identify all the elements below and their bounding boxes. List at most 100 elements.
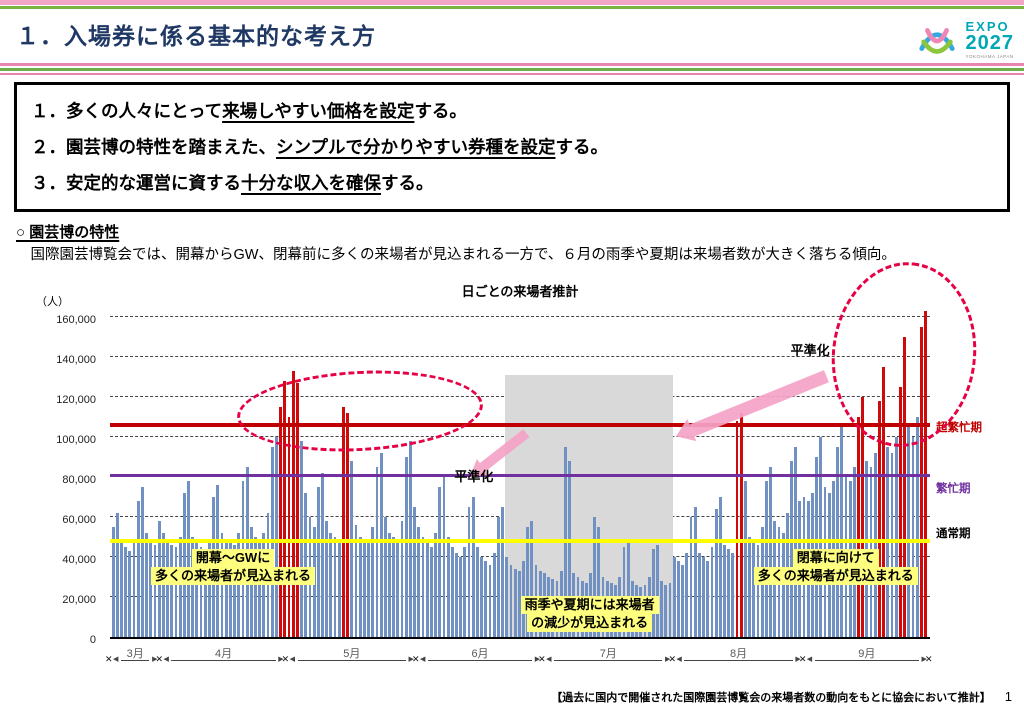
- day-bar: [626, 540, 630, 637]
- day-bar: [681, 564, 684, 637]
- month-label: 8月: [730, 647, 748, 660]
- principle-1-suffix: する。: [414, 101, 467, 121]
- day-bar: [693, 506, 697, 637]
- day-bar: [530, 520, 534, 637]
- day-bar: [316, 486, 320, 637]
- day-bar: [128, 550, 132, 637]
- day-bar: [417, 526, 421, 637]
- day-bar: [651, 548, 655, 637]
- principle-1-key: 来場しやすい価格を設定: [222, 101, 415, 121]
- month-range-arrow: [676, 655, 801, 663]
- day-bar: [915, 416, 919, 637]
- closing-peak-note-line2: 多くの来場者が見込まれる: [753, 566, 918, 585]
- expo-flower-logo-icon: [918, 28, 955, 54]
- y-axis-tick-label: 140,000: [56, 353, 96, 366]
- axis-boundary-mark: ✕: [798, 653, 807, 664]
- day-bar: [275, 436, 278, 637]
- rainy-season-note-line2: の減少が見込まれる: [527, 613, 653, 632]
- day-bar: [321, 472, 324, 637]
- day-bar: [748, 536, 751, 637]
- day-bar: [660, 580, 664, 637]
- day-bar: [509, 564, 513, 637]
- day-bar: [145, 532, 148, 637]
- y-axis-tick-label: 120,000: [56, 393, 96, 406]
- logo-expo: EXPO: [965, 19, 1010, 35]
- day-bar: [718, 496, 722, 637]
- source-note: 【過去に国内で開催された国際園芸博覧会の来場者数の動向をもとに協会において推計】: [551, 692, 991, 704]
- principle-2-suffix: する。: [555, 137, 608, 157]
- day-bar: [769, 466, 772, 637]
- month-segment: 5月: [287, 645, 417, 671]
- day-bar: [220, 532, 224, 637]
- principle-3-suffix: する。: [381, 173, 434, 193]
- day-bar: [166, 540, 169, 637]
- peak-day-bar: [882, 366, 885, 637]
- peak-day-bar: [291, 370, 295, 637]
- day-bar: [224, 540, 228, 637]
- day-bar: [203, 548, 207, 637]
- day-bar: [907, 426, 911, 637]
- axis-boundary-mark: ✕: [668, 653, 677, 664]
- day-bar: [446, 536, 450, 637]
- day-bar: [505, 556, 509, 637]
- day-bar: [459, 556, 463, 637]
- day-bar: [120, 540, 123, 637]
- axis-boundary-mark: ✕: [538, 653, 546, 664]
- y-axis-tick-label: 80,000: [62, 473, 96, 486]
- gridline: [110, 355, 930, 357]
- day-bar: [358, 536, 362, 637]
- peak-day-bar: [739, 412, 743, 637]
- day-bar: [476, 546, 479, 637]
- day-bar: [199, 546, 203, 637]
- day-bar: [471, 496, 475, 637]
- day-bar: [174, 546, 178, 637]
- axis-boundary-mark: ✕: [281, 653, 290, 664]
- peak-day-bar: [283, 380, 287, 637]
- peak-day-bar: [861, 396, 865, 637]
- day-bar: [132, 542, 136, 637]
- day-bar: [371, 526, 375, 637]
- day-bar: [593, 516, 597, 637]
- day-bar: [388, 532, 391, 637]
- axis-boundary-mark: ✕: [105, 653, 113, 664]
- day-bar: [480, 556, 483, 637]
- day-bar: [425, 540, 429, 637]
- month-range-arrow: [546, 655, 671, 663]
- peak-day-bar: [279, 406, 282, 637]
- day-bar: [333, 536, 337, 637]
- month-segment: 8月: [673, 645, 803, 671]
- threshold-label-normal: 通常期: [936, 527, 971, 540]
- day-bar: [124, 546, 128, 637]
- month-segment: 6月: [417, 645, 543, 671]
- peak-day-bar: [735, 420, 739, 637]
- threshold-line-super-peak: [110, 422, 930, 427]
- month-range-arrow: [163, 655, 283, 663]
- peak-day-bar: [342, 406, 345, 637]
- opening-gw-note-line2: 多くの来場者が見込まれる: [151, 566, 316, 585]
- day-bar: [228, 542, 232, 637]
- day-bar: [689, 516, 693, 637]
- day-bar: [764, 480, 768, 637]
- axis-boundary-mark: ✕: [925, 653, 933, 664]
- day-bar: [208, 538, 211, 637]
- logo-text: EXPO 2027 YOKOHAMA JAPAN: [966, 20, 1015, 60]
- peak-day-bar: [295, 382, 299, 637]
- peak-day-bar: [857, 416, 860, 637]
- principles-box: １．多くの人々にとって来場しやすい価格を設定する。 ２．園芸博の特性を踏まえた、…: [14, 82, 1010, 212]
- day-bar: [501, 506, 504, 637]
- plot-area: 平準化 平準化 開幕～GWに 多くの来場者が見込まれる 雨季や夏期には来場者 の…: [110, 254, 985, 639]
- day-bar: [115, 512, 119, 637]
- day-bar: [161, 532, 165, 637]
- axis-boundary-mark: ✕: [411, 653, 420, 664]
- month-range-arrow: [420, 655, 540, 663]
- threshold-label-peak: 繁忙期: [936, 482, 971, 495]
- peak-day-bar: [898, 386, 902, 637]
- day-bar: [153, 544, 157, 637]
- axis-boundary-mark: ✕: [155, 653, 163, 664]
- day-bar: [526, 526, 530, 637]
- page-title: １．入場券に係る基本的な考え方: [16, 23, 376, 49]
- day-bar: [141, 486, 144, 637]
- chart-title: 日ごとの来場者推計: [461, 283, 579, 299]
- day-bar: [873, 452, 877, 637]
- section-body: 国際園芸博覧会では、開幕からGW、閉幕前に多くの来場者が見込まれる一方で、６月の…: [16, 247, 896, 263]
